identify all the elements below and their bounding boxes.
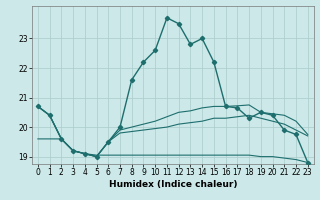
X-axis label: Humidex (Indice chaleur): Humidex (Indice chaleur) <box>108 180 237 189</box>
